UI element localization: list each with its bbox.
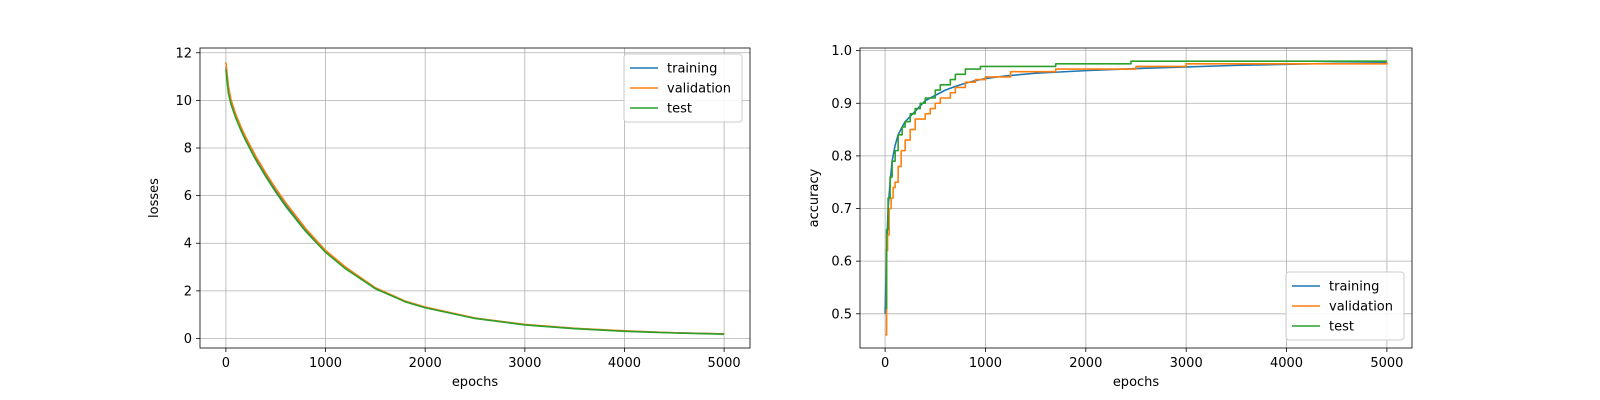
accuracy-y-tick-label: 0.8 (831, 149, 852, 164)
losses-axes-frame (199, 47, 751, 349)
accuracy-legend-label-training: training (1329, 280, 1379, 295)
losses-y-tick-label: 6 (184, 189, 192, 204)
accuracy-y-tick-label: 0.9 (831, 97, 852, 112)
losses-x-tick-label: 4000 (608, 356, 641, 371)
accuracy-chart: 0 1000 2000 3000 4000 5000 0.5 0.6 0.7 0.8 0.9 1.0 e… (807, 44, 1413, 390)
losses-x-tick-label: 5000 (708, 356, 741, 371)
accuracy-x-tick-label: 0 (881, 356, 889, 371)
losses-x-tick-label: 0 (222, 356, 230, 371)
losses-y-tick-label: 2 (184, 284, 192, 299)
losses-y-axis-label: losses (147, 178, 162, 218)
accuracy-series-validation-line (885, 62, 1388, 336)
accuracy-legend-box (1285, 271, 1405, 341)
accuracy-y-tick-label: 0.7 (831, 202, 852, 217)
accuracy-series-training-line (884, 61, 1387, 314)
accuracy-y-axis-label: accuracy (807, 168, 822, 227)
losses-y-tick-label: 12 (175, 46, 192, 61)
accuracy-x-tick-label: 1000 (969, 356, 1002, 371)
accuracy-legend-label-test: test (1329, 320, 1354, 335)
accuracy-axes-frame (859, 47, 1413, 349)
losses-legend-box (623, 53, 743, 123)
losses-legend-label-training: training (667, 62, 717, 77)
accuracy-x-tick-label: 2000 (1069, 356, 1102, 371)
losses-x-axis-label: epochs (452, 375, 499, 390)
losses-y-tick-label: 8 (184, 142, 192, 157)
accuracy-legend-label-validation: validation (1329, 300, 1393, 315)
losses-legend: training validation test (623, 53, 743, 123)
accuracy-x-tick-label: 4000 (1270, 356, 1303, 371)
accuracy-y-tick-label: 1.0 (831, 44, 852, 59)
accuracy-y-tick-label: 0.6 (831, 255, 852, 270)
losses-y-tick-label: 4 (184, 237, 192, 252)
losses-y-tick-label: 0 (184, 332, 192, 347)
accuracy-x-axis-label: epochs (1113, 375, 1160, 390)
accuracy-series-test-line (885, 60, 1387, 310)
accuracy-legend: training validation test (1285, 271, 1405, 341)
losses-legend-label-validation: validation (667, 82, 731, 97)
losses-x-tick-label: 2000 (409, 356, 442, 371)
accuracy-x-tick-label: 3000 (1170, 356, 1203, 371)
losses-x-tick-label: 1000 (309, 356, 342, 371)
losses-y-tick-label: 10 (175, 94, 192, 109)
losses-series-test-line (225, 69, 725, 335)
losses-legend-label-test: test (667, 102, 692, 117)
losses-x-tick-label: 3000 (508, 356, 541, 371)
accuracy-y-tick-label: 0.5 (831, 307, 852, 322)
accuracy-x-tick-label: 5000 (1370, 356, 1403, 371)
losses-chart: 0 1000 2000 3000 4000 5000 0 2 4 6 8 10 12 epochs loss… (147, 46, 751, 390)
